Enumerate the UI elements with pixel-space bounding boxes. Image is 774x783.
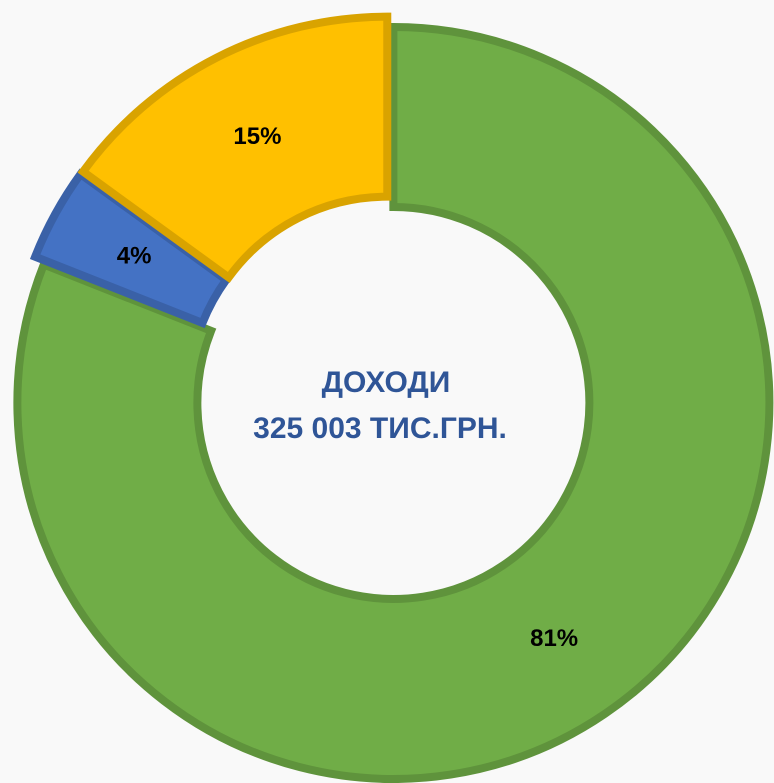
data-label: 15% bbox=[233, 123, 281, 150]
data-label: 4% bbox=[117, 243, 152, 270]
donut-slice bbox=[77, 12, 392, 284]
chart-title: ДОХОДИ bbox=[322, 366, 451, 399]
donut-slice bbox=[13, 22, 774, 783]
chart-subtitle: 325 003 ТИС.ГРН. bbox=[253, 412, 507, 445]
data-label: 81% bbox=[530, 625, 578, 652]
